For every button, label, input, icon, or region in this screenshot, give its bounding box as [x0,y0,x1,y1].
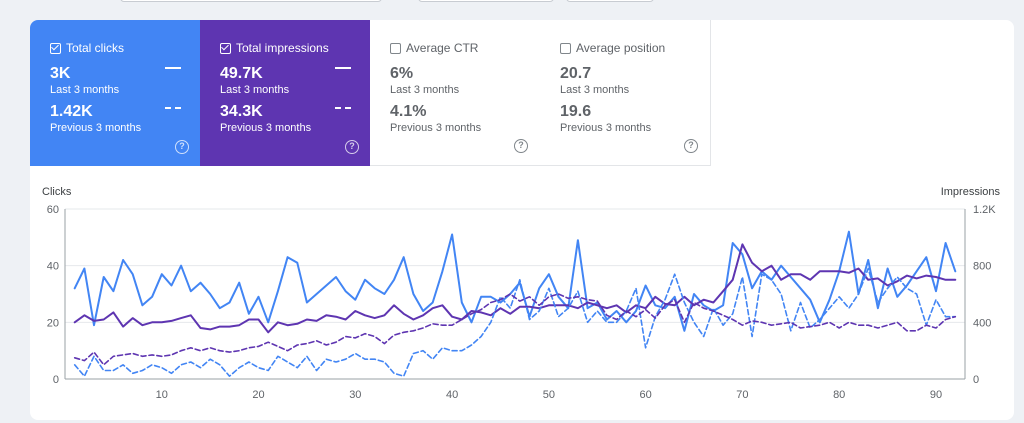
metric-average-ctr[interactable]: Average CTR 6% Last 3 months 4.1% Previo… [370,20,541,166]
dashed-line-legend-icon [335,107,351,109]
top-filter-bar [0,0,1024,10]
metric-period: Last 3 months [390,84,460,96]
performance-chart[interactable]: 0 0 20 400 40 800 60 1.2K 10 20 30 40 50 60 70 80 90 [30,198,1014,420]
series-line-total-clicks-previous-3-months [73,267,957,377]
metric-period: Last 3 months [560,84,630,96]
help-circle-icon[interactable]: ? [684,139,698,153]
left-tick-label: 0 [53,374,59,386]
right-tick-label: 400 [973,317,991,329]
x-tick-label: 20 [252,389,264,401]
series-line-total-impressions-previous-3-months [73,293,957,366]
performance-card: Total clicks 3K Last 3 months 1.42K Prev… [30,20,1014,420]
x-tick-label: 90 [930,389,942,401]
metric-label: Total impressions [236,41,329,55]
right-tick-label: 1.2K [973,204,996,216]
x-tick-label: 10 [156,389,168,401]
checkbox-icon[interactable] [220,42,231,54]
metric-label: Average CTR [406,41,479,55]
solid-line-legend-icon [335,67,351,69]
metric-value: 6% [390,65,414,82]
metric-previous-period: Previous 3 months [390,122,482,134]
dashed-line-legend-icon [165,107,181,109]
x-tick-label: 80 [833,389,845,401]
metric-previous-value: 1.42K [50,103,93,120]
x-tick-label: 40 [446,389,458,401]
metric-average-position[interactable]: Average position 20.7 Last 3 months 19.6… [540,20,711,166]
right-tick-label: 0 [973,374,979,386]
x-tick-label: 60 [640,389,652,401]
search-type-chip[interactable] [418,0,554,2]
x-tick-label: 50 [543,389,555,401]
series-line-total-impressions [73,243,957,334]
metric-label: Average position [576,41,666,55]
metric-previous-value: 34.3K [220,103,263,120]
metric-total-clicks[interactable]: Total clicks 3K Last 3 months 1.42K Prev… [30,20,201,166]
metric-total-impressions[interactable]: Total impressions 49.7K Last 3 months 34… [200,20,371,166]
date-range-chip[interactable] [120,0,382,2]
left-axis-title: Clicks [42,186,72,198]
metric-value: 49.7K [220,65,263,82]
left-tick-label: 40 [47,261,59,273]
metric-previous-period: Previous 3 months [220,122,312,134]
metric-period: Last 3 months [220,84,290,96]
solid-line-legend-icon [165,67,181,69]
metric-previous-period: Previous 3 months [560,122,652,134]
x-tick-label: 70 [736,389,748,401]
series-line-total-clicks [73,230,957,332]
checkbox-icon[interactable] [390,42,401,54]
metric-label: Total clicks [66,41,125,55]
metric-value: 20.7 [560,65,592,82]
x-tick-label: 30 [349,389,361,401]
right-axis-title: Impressions [940,186,1000,198]
metric-previous-value: 19.6 [560,103,592,120]
help-circle-icon[interactable]: ? [514,139,528,153]
left-tick-label: 20 [47,317,59,329]
checkbox-icon[interactable] [50,42,61,54]
right-tick-label: 800 [973,261,991,273]
metric-previous-period: Previous 3 months [50,122,142,134]
checkbox-icon[interactable] [560,42,571,54]
metric-period: Last 3 months [50,84,120,96]
metric-previous-value: 4.1% [390,103,427,120]
left-tick-label: 60 [47,204,59,216]
metric-value: 3K [50,65,71,82]
add-filter-chip[interactable] [566,0,654,2]
help-circle-icon[interactable]: ? [345,140,359,154]
help-circle-icon[interactable]: ? [175,140,189,154]
